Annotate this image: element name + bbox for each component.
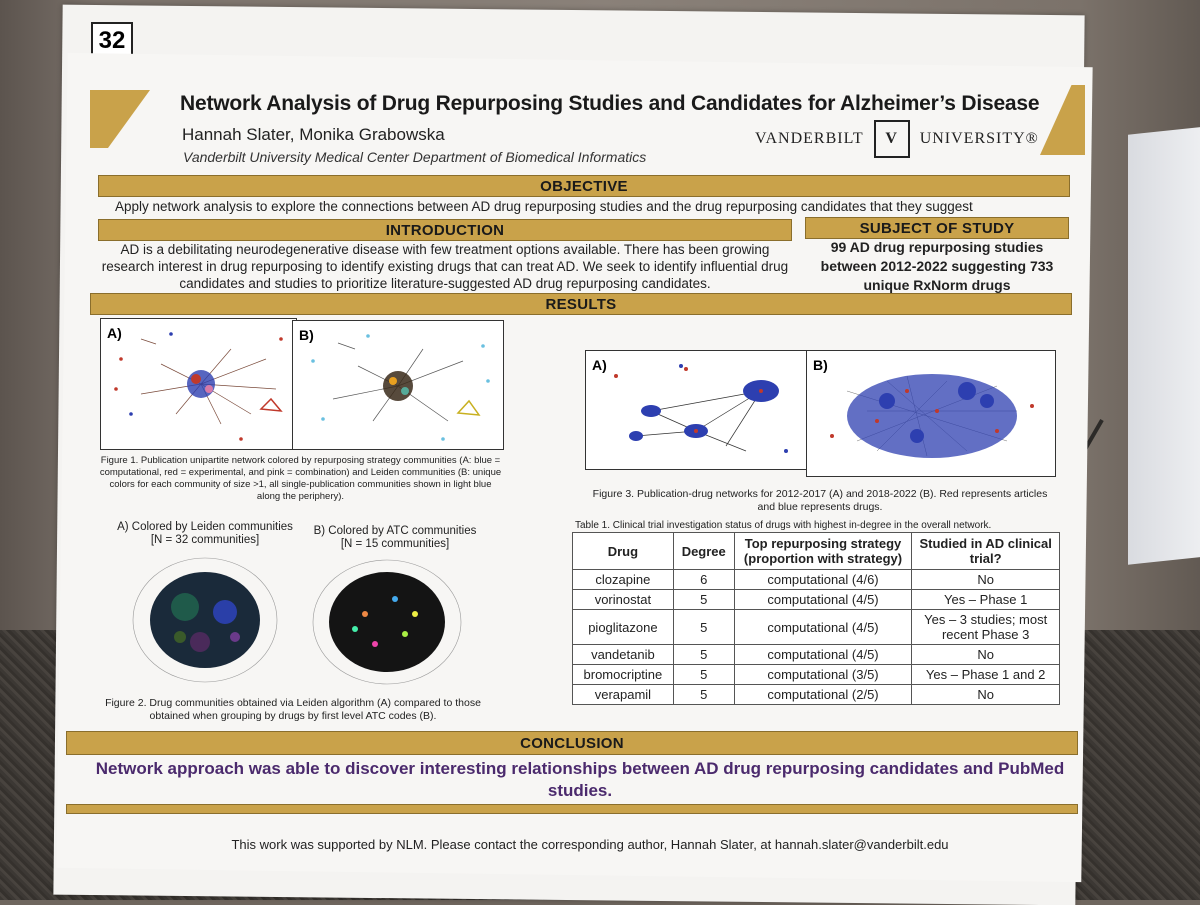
leiden-community-graph [132, 557, 278, 683]
figure3-caption: Figure 3. Publication-drug networks for … [592, 488, 1048, 513]
figure2-caption: Figure 2. Drug communities obtained via … [105, 697, 481, 722]
affiliation: Vanderbilt University Medical Center Dep… [183, 149, 647, 165]
table-row: verapamil 5 computational (2/5) No [572, 684, 1060, 705]
cell-drug: bromocriptine [572, 664, 674, 685]
figure1-label-a: A) [107, 325, 122, 341]
table-row: vorinostat 5 computational (4/5) Yes – P… [572, 589, 1060, 610]
authors: Hannah Slater, Monika Grabowska [182, 125, 445, 144]
logo-text-right: UNIVERSITY® [919, 130, 1039, 147]
introduction-text: AD is a debilitating neurodegenerative d… [101, 242, 789, 291]
figure2-graph-b [305, 554, 470, 689]
header-strategy: Top repurposing strategy (proportion wit… [733, 532, 913, 570]
cell-drug: pioglitazone [572, 609, 674, 645]
cell-trial: No [911, 684, 1060, 705]
header-degree: Degree [672, 532, 735, 570]
cell-trial: No [911, 569, 1060, 590]
conclusion-text: Network approach was able to discover in… [95, 759, 1065, 800]
figure3-label-b: B) [813, 357, 828, 373]
cell-trial: No [911, 644, 1060, 665]
publication-network-a [114, 332, 283, 441]
clinical-trial-table: Drug Degree Top repurposing strategy (pr… [572, 532, 1060, 705]
cell-drug: clozapine [572, 569, 674, 590]
results-header: RESULTS [90, 293, 1072, 315]
figure2-title-b: B) Colored by ATC communities [313, 525, 477, 537]
cell-degree: 5 [672, 664, 735, 685]
table1-caption: Table 1. Clinical trial investigation st… [575, 520, 992, 531]
cell-drug: vorinostat [572, 589, 674, 610]
cell-strategy: computational (2/5) [733, 684, 913, 705]
cell-strategy: computational (4/5) [733, 644, 913, 665]
figure2-sub-a: [N = 32 communities] [150, 534, 260, 546]
cell-strategy: computational (4/6) [733, 569, 913, 590]
cell-degree: 5 [672, 609, 735, 645]
logo-mark: V [873, 120, 910, 158]
publication-drug-network-b [830, 374, 1034, 458]
cell-strategy: computational (4/5) [733, 589, 913, 610]
conclusion-header: CONCLUSION [66, 731, 1078, 755]
cell-degree: 5 [672, 589, 735, 610]
subject-header: SUBJECT OF STUDY [805, 217, 1069, 239]
cell-drug: verapamil [572, 684, 674, 705]
cell-trial: Yes – Phase 1 and 2 [911, 664, 1060, 685]
cell-strategy: computational (3/5) [733, 664, 913, 685]
cell-drug: vandetanib [572, 644, 674, 665]
cell-trial: Yes – 3 studies; most recent Phase 3 [911, 609, 1060, 645]
vanderbilt-logo: VANDERBILT V UNIVERSITY® [755, 120, 1039, 158]
figure1-caption: Figure 1. Publication unipartite network… [99, 455, 502, 502]
figure1-panel-a: A) [100, 318, 297, 450]
table-row: pioglitazone 5 computational (4/5) Yes –… [572, 609, 1060, 645]
conclusion-bottom-bar [66, 804, 1078, 814]
figure3-panel-a: A) [585, 350, 807, 470]
cell-degree: 6 [672, 569, 735, 590]
figure3-panel-b: B) [806, 350, 1056, 477]
figure1-panel-b: B) [292, 320, 504, 450]
subject-text: 99 AD drug repurposing studies between 2… [820, 239, 1054, 293]
publication-network-b [311, 334, 490, 441]
figure2-sub-b: [N = 15 communities] [340, 538, 450, 550]
objective-text: Apply network analysis to explore the co… [115, 199, 973, 214]
header-trial: Studied in AD clinical trial? [911, 532, 1060, 570]
publication-drug-network-a [614, 364, 788, 453]
poster-title: Network Analysis of Drug Repurposing Stu… [180, 92, 1040, 115]
figure2-graph-a [125, 552, 285, 687]
neighboring-poster-board [1128, 125, 1200, 565]
cell-trial: Yes – Phase 1 [911, 589, 1060, 610]
atc-community-graph [312, 559, 462, 685]
cell-degree: 5 [672, 644, 735, 665]
table-row: vandetanib 5 computational (4/5) No [572, 644, 1060, 665]
table-header-row: Drug Degree Top repurposing strategy (pr… [572, 532, 1060, 570]
footer-acknowledgement: This work was supported by NLM. Please c… [231, 837, 949, 852]
figure3-label-a: A) [592, 357, 607, 373]
cell-degree: 5 [672, 684, 735, 705]
figure1-label-b: B) [299, 327, 314, 343]
logo-text-left: VANDERBILT [755, 130, 864, 147]
introduction-header: INTRODUCTION [98, 219, 792, 241]
objective-header: OBJECTIVE [98, 175, 1070, 197]
table-row: clozapine 6 computational (4/6) No [572, 569, 1060, 590]
table-row: bromocriptine 5 computational (3/5) Yes … [572, 664, 1060, 685]
header-drug: Drug [572, 532, 674, 570]
figure2-title-a: A) Colored by Leiden communities [117, 521, 293, 533]
cell-strategy: computational (4/5) [733, 609, 913, 645]
